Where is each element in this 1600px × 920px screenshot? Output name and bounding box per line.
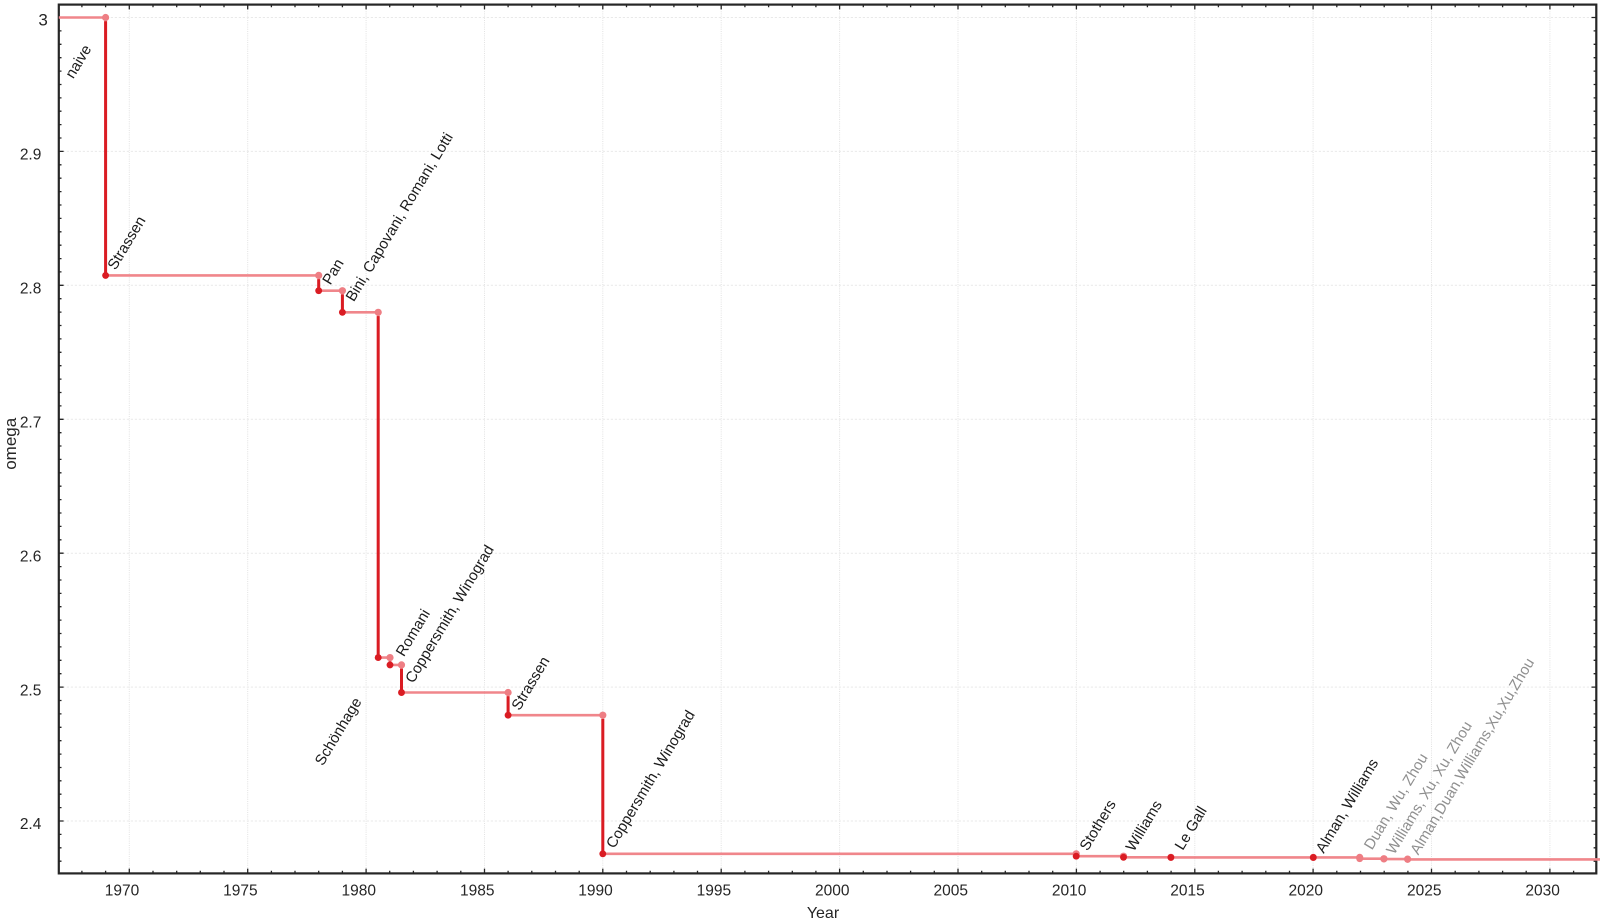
svg-text:2010: 2010 <box>1052 883 1087 900</box>
svg-text:2030: 2030 <box>1525 883 1560 900</box>
svg-text:2.7: 2.7 <box>20 415 42 432</box>
svg-text:2.5: 2.5 <box>20 682 42 699</box>
svg-text:2.9: 2.9 <box>20 147 42 164</box>
svg-text:1970: 1970 <box>105 883 140 900</box>
svg-text:1980: 1980 <box>342 883 377 900</box>
svg-text:Year: Year <box>807 905 840 920</box>
svg-text:2.4: 2.4 <box>20 816 42 833</box>
svg-text:2.6: 2.6 <box>20 548 42 565</box>
svg-text:2025: 2025 <box>1407 883 1441 900</box>
svg-text:2015: 2015 <box>1170 883 1204 900</box>
svg-text:2000: 2000 <box>815 883 850 900</box>
svg-text:1985: 1985 <box>460 883 494 900</box>
svg-text:2005: 2005 <box>933 883 967 900</box>
svg-text:1995: 1995 <box>697 883 731 900</box>
svg-text:3: 3 <box>38 11 47 30</box>
svg-text:1990: 1990 <box>578 883 613 900</box>
svg-text:2020: 2020 <box>1289 883 1324 900</box>
svg-text:omega: omega <box>1 417 20 470</box>
svg-text:1975: 1975 <box>223 883 257 900</box>
svg-text:2.8: 2.8 <box>20 281 42 298</box>
